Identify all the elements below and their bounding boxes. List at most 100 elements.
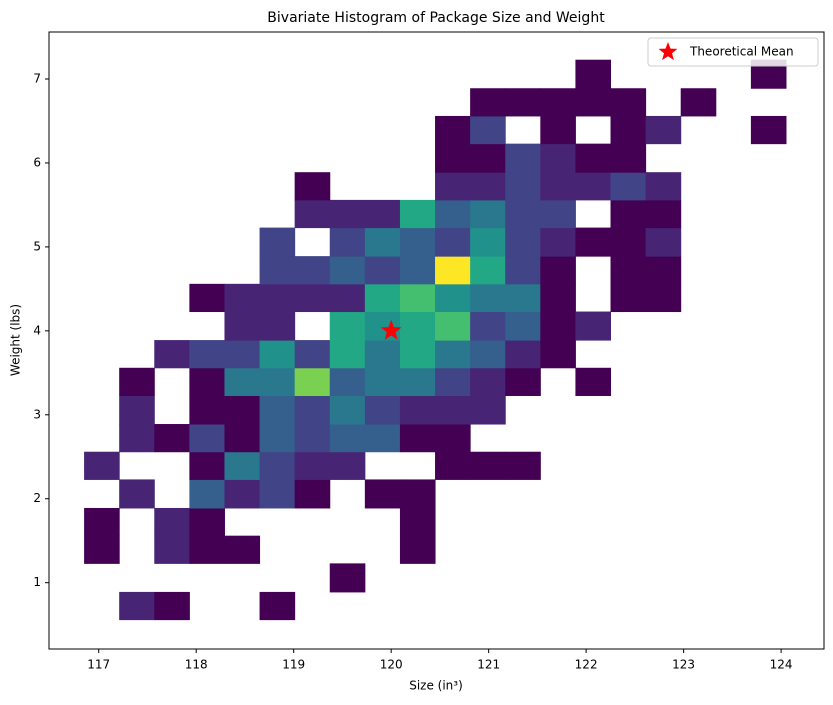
y-tick-label: 6 <box>33 155 41 169</box>
hist-cell <box>224 367 261 396</box>
hist-cell <box>575 311 612 341</box>
hist-cell <box>505 88 541 117</box>
hist-cell <box>575 227 612 257</box>
hist-cell <box>435 451 471 480</box>
hist-cell <box>435 115 471 145</box>
hist-cell <box>259 227 296 257</box>
hist-cell <box>610 256 647 285</box>
plot-frame <box>48 31 825 650</box>
hist-cell <box>294 199 331 229</box>
hist-cell <box>189 424 225 453</box>
mean-marker <box>380 319 402 340</box>
hist-cell <box>84 507 120 537</box>
hist-cell <box>329 340 366 369</box>
hist-cell <box>435 367 471 396</box>
hist-cell <box>399 507 436 537</box>
hist-cell <box>189 451 225 480</box>
legend-box <box>647 37 819 67</box>
hist-cell <box>575 88 612 117</box>
hist-cell <box>119 395 155 425</box>
hist-cell <box>399 395 436 425</box>
hist-cell <box>154 424 190 453</box>
hist-cell <box>645 283 682 313</box>
hist-cell <box>294 283 331 313</box>
hist-cell <box>575 172 612 201</box>
hist-cell <box>680 88 717 117</box>
hist-cell <box>435 199 471 229</box>
hist-cell <box>84 535 120 564</box>
hist-cell <box>645 227 682 257</box>
y-tick-label: 3 <box>33 407 41 421</box>
hist-cell <box>189 507 225 537</box>
hist-cell <box>329 227 366 257</box>
hist-cell <box>399 199 436 229</box>
hist-cell <box>575 143 612 173</box>
hist-cell <box>259 479 296 509</box>
hist-cell <box>505 172 541 201</box>
hist-cell <box>189 535 225 564</box>
hist-cell <box>645 115 682 145</box>
hist-cell <box>399 479 436 509</box>
hist-cell <box>399 227 436 257</box>
x-tick-label: 124 <box>770 658 793 672</box>
hist-cell <box>154 591 190 621</box>
hist-cell <box>259 367 296 396</box>
hist-cell <box>610 172 647 201</box>
hist-cell <box>505 311 541 341</box>
hist-cell <box>329 199 366 229</box>
hist-cell <box>470 172 506 201</box>
hist-cell <box>540 340 576 369</box>
x-tick-label: 120 <box>380 658 403 672</box>
hist-cell <box>470 451 506 480</box>
hist-cell <box>294 256 331 285</box>
hist-cell <box>294 479 331 509</box>
hist-cell <box>470 395 506 425</box>
hist-cell <box>364 367 401 396</box>
x-axis-label: Size (in³) <box>409 679 463 693</box>
hist-cell <box>224 479 261 509</box>
hist-cell <box>364 227 401 257</box>
hist-cell <box>329 563 366 593</box>
hist-cell <box>540 115 576 145</box>
hist-cell <box>540 172 576 201</box>
hist-cell <box>540 199 576 229</box>
hist-cell <box>399 424 436 453</box>
hist-cell <box>364 199 401 229</box>
hist-cell <box>329 451 366 480</box>
hist-cell <box>224 283 261 313</box>
hist-cell <box>470 199 506 229</box>
hist-cell <box>189 340 225 369</box>
hist-cell <box>505 143 541 173</box>
hist-cell <box>470 311 506 341</box>
hist-cell <box>645 199 682 229</box>
hist-cell <box>505 283 541 313</box>
hist-cell <box>154 507 190 537</box>
hist-cell <box>750 115 787 145</box>
hist-cell <box>154 535 190 564</box>
y-tick-label: 1 <box>33 575 41 589</box>
hist-cell <box>329 367 366 396</box>
chart-title: Bivariate Histogram of Package Size and … <box>267 10 605 26</box>
hist-cell <box>224 424 261 453</box>
hist-cell <box>189 367 225 396</box>
hist-cell <box>610 227 647 257</box>
hist-cell <box>329 395 366 425</box>
hist-cell <box>435 424 471 453</box>
hist-cell <box>259 283 296 313</box>
hist-cell <box>364 424 401 453</box>
hist-cell <box>435 256 471 285</box>
hist-cell <box>259 395 296 425</box>
hist-cell <box>294 395 331 425</box>
hist-cell <box>610 143 647 173</box>
hist-cell <box>470 115 506 145</box>
y-tick-label: 2 <box>33 491 41 505</box>
x-tick-label: 123 <box>672 658 695 672</box>
hist-cell <box>119 424 155 453</box>
hist-cell <box>435 143 471 173</box>
hist-cell <box>540 283 576 313</box>
hist-cell <box>399 535 436 564</box>
hist-cell <box>610 115 647 145</box>
hist-cell <box>399 340 436 369</box>
hist-cell <box>435 283 471 313</box>
hist-cell <box>435 172 471 201</box>
